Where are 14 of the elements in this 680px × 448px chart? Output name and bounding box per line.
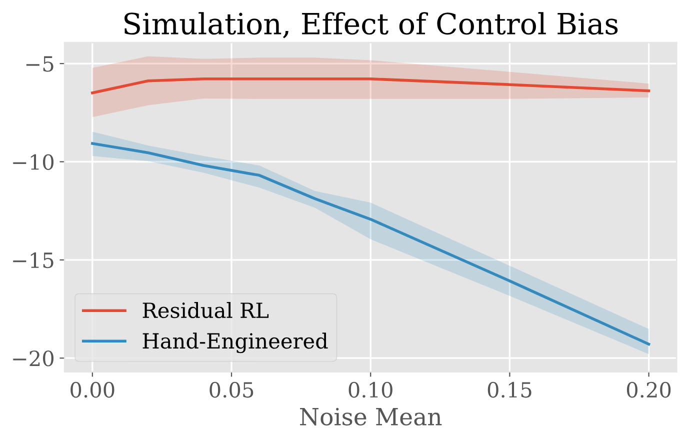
x-tick-label: 0.20 xyxy=(626,382,671,398)
y-tick-label: −20 xyxy=(13,350,54,366)
x-tick-label: 0.15 xyxy=(488,382,532,398)
x-tick-label: 0.05 xyxy=(210,382,254,398)
legend-label: Residual RL xyxy=(142,302,269,318)
x-axis-title: Noise Mean xyxy=(300,408,442,426)
line-series xyxy=(91,77,650,94)
legend-label: Hand-Engineered xyxy=(142,332,328,354)
x-tick-label: 0.10 xyxy=(348,382,392,398)
x-tick-label: 0.00 xyxy=(70,382,114,398)
y-tick-label: −10 xyxy=(13,154,54,170)
chart-title: Simulation, Effect of Control Bias xyxy=(124,12,618,38)
y-tick-label: −5 xyxy=(26,56,54,72)
y-tick-label: −15 xyxy=(13,252,54,268)
